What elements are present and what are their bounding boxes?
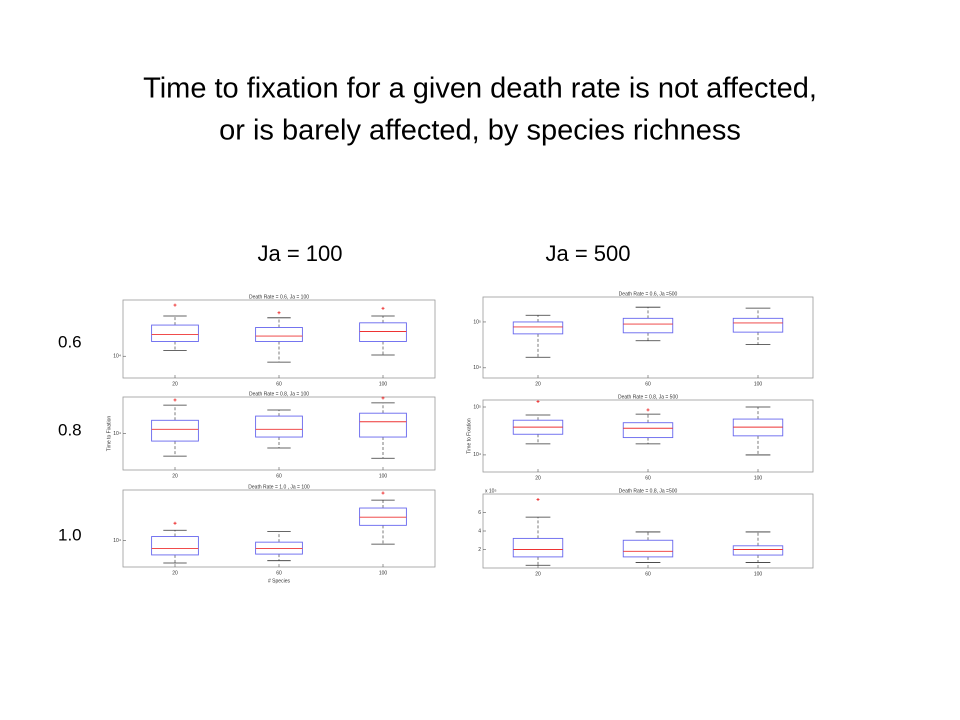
slide-title: or is barely affected, by species richne… xyxy=(219,115,741,147)
x-tick-label: 20 xyxy=(172,570,178,576)
chart-title: Death Rate = 0.8, Ja = 500 xyxy=(618,394,678,400)
box xyxy=(359,507,407,526)
y-tick-label: 10⁵ xyxy=(473,404,481,410)
outlier xyxy=(381,306,385,310)
outlier xyxy=(381,396,385,400)
chart-title: Death Rate = 0.6, Ja = 100 xyxy=(249,294,309,300)
box xyxy=(359,322,407,342)
chart-title: Death Rate = 0.6, Ja =500 xyxy=(619,291,678,297)
box xyxy=(151,324,199,342)
x-tick-label: 60 xyxy=(645,571,651,577)
x-tick-label: 20 xyxy=(172,473,178,479)
x-tick-label: 100 xyxy=(754,571,763,577)
box xyxy=(512,321,564,335)
box xyxy=(512,537,564,558)
box xyxy=(151,419,199,442)
outlier xyxy=(536,498,540,502)
box xyxy=(622,422,674,439)
y-tick-label: 10⁵ xyxy=(473,319,481,325)
box xyxy=(622,539,674,558)
x-tick-label: 20 xyxy=(535,571,541,577)
outlier xyxy=(173,303,177,307)
y-tick-label: 6 xyxy=(478,510,481,516)
chart-title: Death Rate = 1.0 , Ja = 100 xyxy=(248,484,310,490)
x-tick-label: 100 xyxy=(379,570,388,576)
x-tick-label: 60 xyxy=(276,381,282,387)
y-tick-label: 10⁴ xyxy=(473,365,481,371)
box xyxy=(255,415,303,438)
outlier xyxy=(277,311,281,315)
x-axis-label: # Species xyxy=(268,578,290,584)
plot-frame xyxy=(482,296,814,379)
y-axis-label: Time to Fixation xyxy=(106,416,112,452)
outlier xyxy=(536,400,540,404)
y-axis-label: Time to Fixation xyxy=(466,418,472,454)
column-header: Ja = 100 xyxy=(257,241,342,266)
x-tick-label: 20 xyxy=(172,381,178,387)
box xyxy=(622,317,674,334)
outlier xyxy=(646,408,650,412)
box xyxy=(255,327,303,342)
y-tick-label: 4 xyxy=(478,528,481,534)
x-tick-label: 100 xyxy=(754,475,763,481)
box xyxy=(732,317,784,333)
axis-multiplier: x 10⁵ xyxy=(485,488,497,494)
y-tick-label: 10⁴ xyxy=(473,452,481,458)
x-tick-label: 60 xyxy=(276,570,282,576)
box xyxy=(732,545,784,556)
x-tick-label: 100 xyxy=(754,381,763,387)
x-tick-label: 60 xyxy=(645,475,651,481)
slide-title: Time to fixation for a given death rate … xyxy=(143,73,817,105)
x-tick-label: 60 xyxy=(276,473,282,479)
y-tick-label: 10⁴ xyxy=(113,431,121,437)
y-tick-label: 10⁴ xyxy=(113,354,121,360)
x-tick-label: 60 xyxy=(645,381,651,387)
chart-title: Death Rate = 0.8, Ja = 100 xyxy=(249,391,309,397)
x-tick-label: 20 xyxy=(535,475,541,481)
outlier xyxy=(173,521,177,525)
row-label: 1.0 xyxy=(58,525,82,544)
x-tick-label: 100 xyxy=(379,473,388,479)
box xyxy=(359,412,407,438)
column-header: Ja = 500 xyxy=(545,241,630,266)
x-tick-label: 20 xyxy=(535,381,541,387)
x-tick-label: 100 xyxy=(379,381,388,387)
row-label: 0.6 xyxy=(58,332,82,351)
y-tick-label: 2 xyxy=(478,547,481,553)
box xyxy=(151,536,199,556)
chart-title: Death Rate = 0.8, Ja =500 xyxy=(619,488,678,494)
row-label: 0.8 xyxy=(58,420,82,439)
outlier xyxy=(381,491,385,495)
outlier xyxy=(173,398,177,402)
y-tick-label: 10⁴ xyxy=(113,538,121,544)
